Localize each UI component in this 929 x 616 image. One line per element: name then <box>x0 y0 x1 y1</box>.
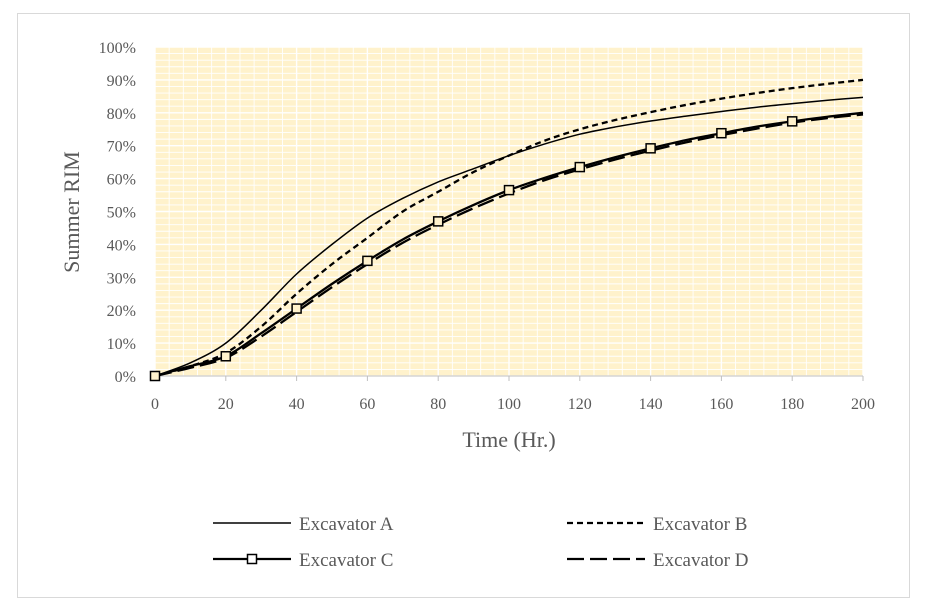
x-axis-title: Time (Hr.) <box>462 427 555 452</box>
y-tick-label: 60% <box>107 172 136 189</box>
x-tick-label: 160 <box>709 396 733 413</box>
x-tick-label: 200 <box>851 396 875 413</box>
x-tick-label: 40 <box>289 396 305 413</box>
y-axis-title: Summer RIM <box>59 151 84 273</box>
series-c-marker <box>786 116 798 127</box>
legend-label: Excavator A <box>299 514 394 535</box>
x-tick-label: 80 <box>430 396 446 413</box>
y-tick-label: 10% <box>107 336 136 353</box>
y-tick-label: 40% <box>107 237 136 254</box>
y-tick-label: 50% <box>107 205 136 222</box>
grid-lines <box>154 46 864 377</box>
y-tick-label: 100% <box>99 40 136 57</box>
x-tick-label: 120 <box>568 396 592 413</box>
tick-labels: 0% 10% 20% 30% 40% 50% 60% 70% 80% 90% 100% 0 20 40 60… <box>99 40 875 413</box>
y-tick-label: 30% <box>107 270 136 287</box>
x-tick-label: 100 <box>497 396 521 413</box>
legend-item: Excavator B <box>567 514 747 535</box>
series-c-marker <box>645 143 656 154</box>
y-tick-label: 80% <box>107 106 136 123</box>
x-tick-label: 60 <box>359 396 375 413</box>
y-tick-label: 70% <box>107 139 136 156</box>
y-tick-label: 20% <box>107 303 136 320</box>
legend-label: Excavator B <box>653 514 747 535</box>
legend-item: Excavator C <box>213 550 393 571</box>
x-tick-label: 0 <box>151 396 159 413</box>
series-c-marker <box>220 351 232 362</box>
series-markers <box>149 116 798 382</box>
series-c-marker <box>503 184 515 196</box>
legend-item: Excavator A <box>213 514 394 535</box>
legend-item: Excavator D <box>567 550 748 571</box>
x-tick-label: 140 <box>639 396 663 413</box>
series-c-marker <box>574 161 586 173</box>
y-tick-label: 0% <box>115 369 136 386</box>
series-c-marker <box>149 370 161 382</box>
series-c-marker <box>291 303 302 314</box>
legend-label: Excavator C <box>299 550 393 571</box>
legend-marker <box>246 553 258 565</box>
series-line-2 <box>154 78 864 378</box>
legend: Excavator A Excavator B Excavator C Excavat… <box>213 514 748 571</box>
series-c-marker <box>362 255 373 267</box>
series-c-marker <box>716 127 727 139</box>
x-tick-label: 20 <box>218 396 234 413</box>
x-tick-label: 180 <box>780 396 804 413</box>
legend-label: Excavator D <box>653 550 748 571</box>
series-c-marker <box>432 216 444 227</box>
y-tick-label: 90% <box>107 73 136 90</box>
